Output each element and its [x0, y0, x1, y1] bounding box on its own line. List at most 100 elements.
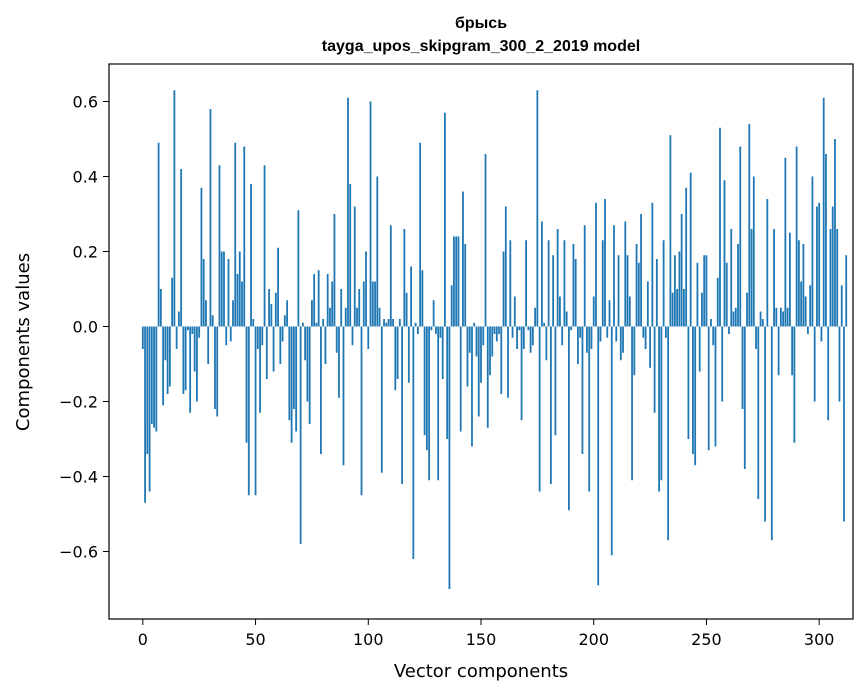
bar-284: [782, 311, 785, 327]
bar-115: [401, 326, 403, 484]
bar-225: [649, 326, 651, 368]
bar-84: [331, 281, 334, 327]
bar-141: [459, 326, 462, 432]
bar-99: [365, 251, 367, 327]
bar-114: [398, 319, 401, 327]
bar-97: [360, 326, 363, 496]
bar-47: [247, 326, 250, 496]
bar-161: [504, 206, 507, 327]
bar-78: [317, 270, 320, 327]
bar-281: [775, 307, 778, 327]
x-tick-label: 50: [245, 630, 265, 649]
bar-103: [374, 281, 376, 327]
bar-155: [491, 326, 494, 357]
bar-290: [795, 146, 798, 327]
bar-175: [536, 90, 539, 327]
bar-160: [502, 251, 505, 327]
bar-224: [646, 281, 649, 327]
bar-9: [162, 326, 165, 406]
chart-title-line1: брысь: [455, 15, 507, 32]
bar-188: [565, 311, 568, 327]
bar-228: [655, 259, 658, 327]
bar-37: [225, 326, 228, 346]
bar-75: [311, 300, 313, 327]
bar-169: [522, 326, 525, 349]
bar-147: [473, 322, 476, 327]
bar-288: [791, 326, 794, 376]
bar-81: [324, 326, 327, 364]
bar-245: [694, 326, 697, 466]
bar-269: [748, 124, 751, 327]
bar-34: [218, 165, 221, 327]
bar-254: [714, 326, 717, 447]
bar-202: [597, 326, 600, 586]
bar-79: [320, 326, 322, 454]
bar-13: [171, 277, 174, 327]
bar-0: [141, 326, 144, 349]
bar-177: [540, 221, 543, 327]
bar-149: [477, 326, 480, 417]
bar-119: [410, 266, 413, 327]
bar-89: [342, 326, 345, 466]
bar-104: [376, 176, 379, 327]
bar-93: [351, 326, 354, 346]
bar-157: [495, 326, 498, 342]
y-tick-label: 0.0: [73, 318, 98, 337]
bar-57: [270, 304, 273, 327]
bar-52: [259, 326, 261, 413]
bar-71: [301, 322, 304, 327]
bar-198: [588, 326, 591, 492]
bar-273: [757, 326, 760, 499]
bar-148: [475, 326, 478, 357]
bar-180: [547, 240, 550, 327]
bar-192: [574, 259, 577, 327]
bar-68: [295, 326, 298, 432]
bar-144: [466, 326, 469, 387]
bar-204: [601, 240, 604, 327]
bar-301: [820, 326, 823, 342]
bar-66: [290, 326, 293, 443]
bar-159: [500, 326, 503, 394]
y-tick-label: 0.6: [73, 93, 98, 112]
bar-60: [277, 247, 279, 327]
bar-277: [766, 199, 769, 327]
bar-276: [764, 326, 766, 522]
bar-263: [734, 307, 737, 327]
bar-32: [214, 326, 216, 409]
bar-166: [516, 326, 518, 349]
bar-31: [211, 315, 214, 327]
bar-95: [356, 307, 358, 327]
bar-209: [613, 225, 615, 327]
bar-230: [660, 326, 663, 481]
bar-15: [175, 326, 178, 349]
bar-30: [209, 109, 212, 327]
bar-167: [518, 326, 521, 331]
bar-26: [200, 187, 203, 327]
bar-61: [279, 326, 282, 364]
bar-101: [369, 101, 372, 327]
bar-45: [243, 146, 246, 327]
bar-189: [568, 326, 570, 511]
y-tick-label: 0.4: [73, 168, 98, 187]
bar-219: [635, 244, 638, 327]
bar-91: [347, 97, 349, 327]
bar-279: [770, 326, 773, 541]
bar-70: [299, 326, 302, 544]
bar-117: [405, 292, 408, 327]
bar-310: [840, 285, 843, 327]
bar-139: [455, 236, 458, 327]
bar-309: [838, 326, 841, 402]
bar-126: [425, 326, 428, 451]
bar-65: [288, 326, 291, 421]
bar-206: [606, 326, 609, 338]
bar-116: [403, 229, 406, 327]
x-axis-ticks: 0 50 100 150 200 250 300: [138, 619, 834, 649]
bar-74: [308, 326, 311, 424]
bar-249: [703, 255, 706, 327]
bar-197: [586, 326, 588, 353]
bar-25: [198, 326, 201, 338]
bar-267: [743, 326, 746, 469]
bar-80: [322, 319, 325, 327]
bar-265: [739, 146, 742, 327]
bar-247: [698, 326, 701, 372]
